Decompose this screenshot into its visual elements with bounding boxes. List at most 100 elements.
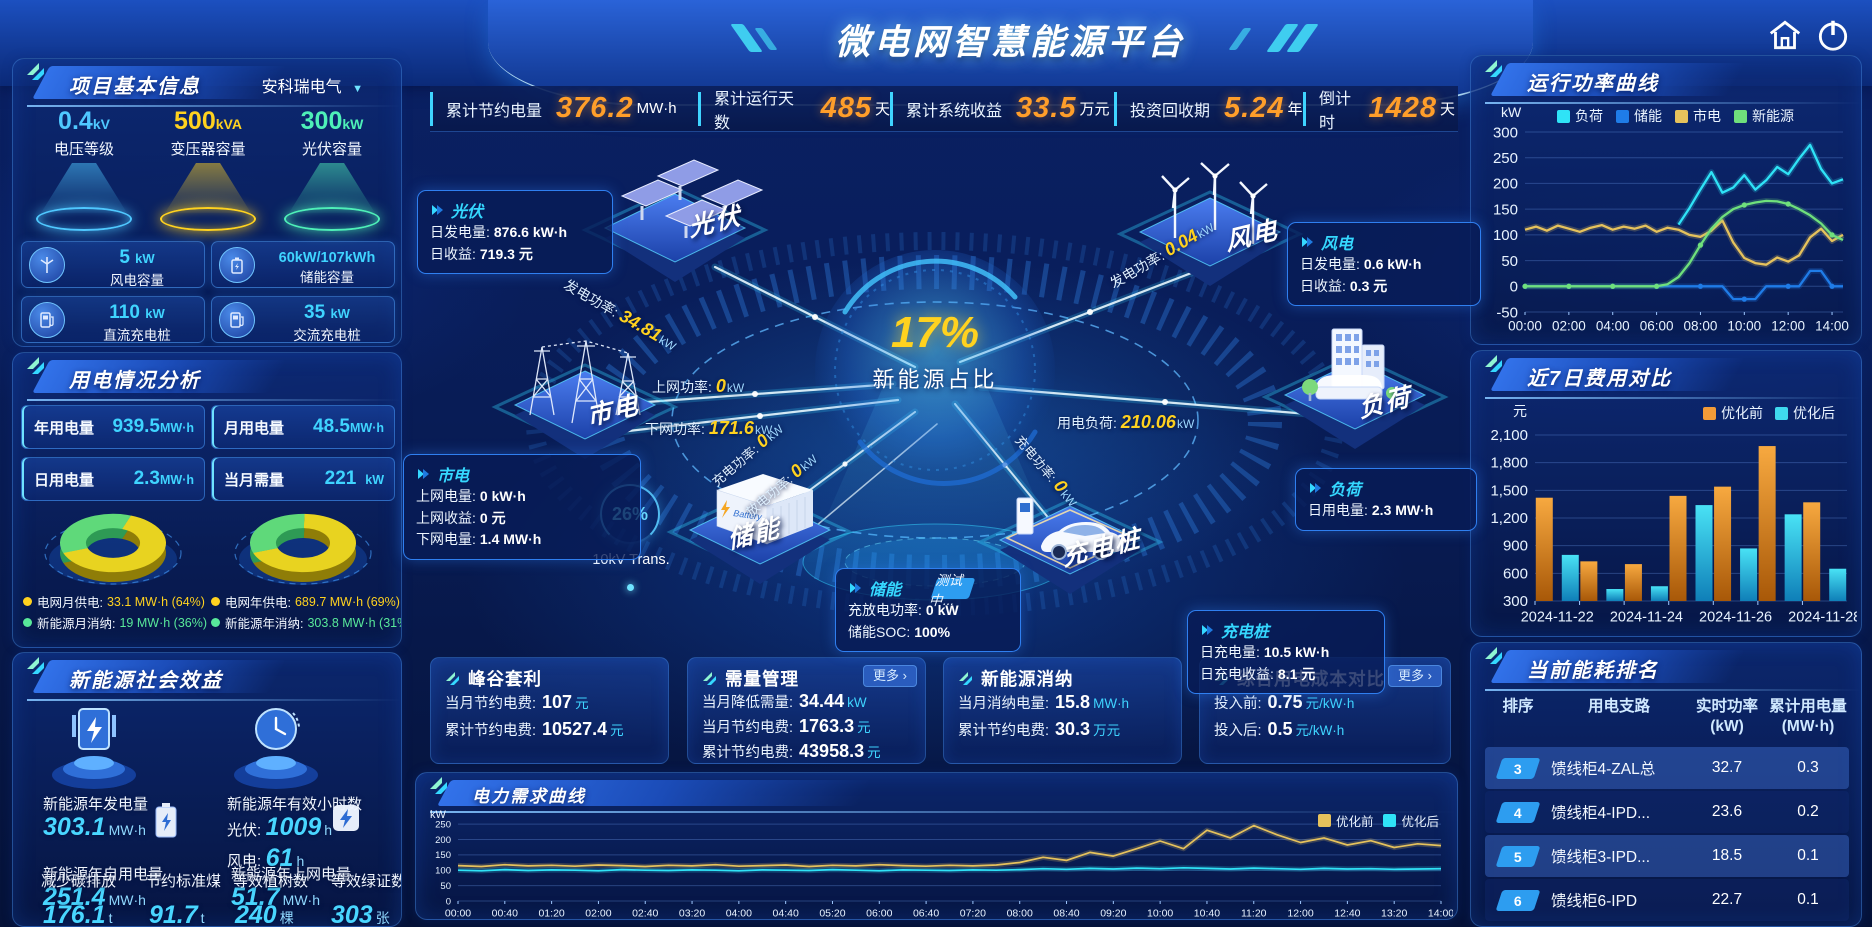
node-load[interactable]: 负荷 xyxy=(1260,317,1450,457)
card-dc-charger: 110 kW 直流充电桩 xyxy=(21,296,205,343)
legend-item[interactable]: 优化后 xyxy=(1383,811,1439,830)
svg-text:200: 200 xyxy=(1493,176,1518,193)
status-badge: 测试中... xyxy=(928,572,976,607)
stat-month-demand: 当月需量 221 kW xyxy=(211,457,395,501)
legend-swatch xyxy=(1775,406,1788,420)
tooltip-grid: 市电 上网电量: 0 kW·h 上网收益: 0 元 下网电量: 1.4 MW·h xyxy=(403,454,641,561)
svg-text:02:00: 02:00 xyxy=(585,908,611,920)
node-grid[interactable]: 市电 xyxy=(490,327,680,467)
panel-project-info: 项目基本信息 安科瑞电气 ▼ 0.4kV 电压等级 500kVA 变压器容量 3… xyxy=(12,58,402,347)
svg-text:00:00: 00:00 xyxy=(1508,319,1542,334)
table-row[interactable]: 4 馈线柜4-IPD... 23.6 0.2 xyxy=(1485,791,1849,833)
panel-energy-ranking-header: 当前能耗排名 xyxy=(1481,647,1861,691)
legend-item[interactable]: 储能 xyxy=(1616,106,1662,126)
svg-text:300: 300 xyxy=(1503,593,1528,610)
svg-text:06:00: 06:00 xyxy=(866,908,892,920)
table-row[interactable]: 5 馈线柜3-IPD... 18.5 0.1 xyxy=(1485,835,1849,877)
node-storage[interactable]: Battery 储能 xyxy=(665,452,855,592)
company-dropdown[interactable]: 安科瑞电气 ▼ xyxy=(261,79,363,96)
chevrons-icon xyxy=(432,205,443,215)
legend-item[interactable]: 新能源 xyxy=(1734,106,1794,126)
legend-item[interactable]: 优化前 xyxy=(1703,403,1763,423)
corner-arrow-icon xyxy=(703,671,716,685)
node-wind[interactable]: 风电 xyxy=(1115,154,1305,294)
svg-text:150: 150 xyxy=(435,850,451,861)
panel-cost-compare: 近7日费用对比 元 优化前 优化后 2,100 1,800 1,500 1,200 90… xyxy=(1470,350,1862,637)
power-icon[interactable] xyxy=(1814,16,1852,54)
hours-podium-icon xyxy=(234,708,318,789)
rank-badge: 5 xyxy=(1495,845,1541,867)
tooltip-wind: 风电 日发电量: 0.6 kW·h 日收益: 0.3 元 xyxy=(1287,222,1481,307)
legend-dot xyxy=(23,618,32,627)
ranking-table-header: 排序 用电支路 实时功率 (kW) 累计用电量 (MW·h) xyxy=(1502,698,1847,735)
panel-title: 项目基本信息 xyxy=(69,76,201,98)
chevron-down-icon: ▼ xyxy=(352,83,363,95)
more-button[interactable]: 更多 › xyxy=(863,665,917,687)
kpi-running-days: 累计运行天数 485 天 xyxy=(698,91,890,132)
svg-text:200: 200 xyxy=(435,835,451,846)
svg-text:02:40: 02:40 xyxy=(632,908,658,920)
stat-month-energy: 月用电量 48.5MW·h xyxy=(211,405,395,449)
more-button[interactable]: 更多 › xyxy=(1388,665,1442,687)
spotlight-transformer-capacity: 500kVA 变压器容量 xyxy=(147,107,269,231)
panel-renewable-benefits-header: 新能源社会效益 xyxy=(23,657,401,701)
svg-text:150: 150 xyxy=(1493,201,1518,218)
table-row[interactable]: 6 馈线柜6-IPD 22.7 0.1 xyxy=(1485,879,1849,921)
legend-item[interactable]: 优化后 xyxy=(1775,403,1835,423)
coal-label: 节约标准煤 xyxy=(146,873,222,890)
node-pv[interactable]: 光伏 xyxy=(580,150,770,290)
lightning-icon xyxy=(333,805,359,831)
svg-text:13:20: 13:20 xyxy=(1381,908,1407,920)
corner-arrow-icon xyxy=(1485,647,1502,664)
svg-text:14:00: 14:00 xyxy=(1428,908,1453,920)
donut-year-supply xyxy=(234,513,372,585)
renewable-share-label: 新能源占比 xyxy=(872,367,998,392)
home-icon[interactable] xyxy=(1766,16,1804,54)
legend-item[interactable]: 市电 xyxy=(1675,106,1721,126)
spotlight-pv-capacity: 300kW 光伏容量 xyxy=(271,107,393,231)
table-row[interactable]: 3 馈线柜4-ZAL总 32.7 0.3 xyxy=(1485,747,1849,789)
kpi-payback-period: 投资回收期 5.24 年 xyxy=(1114,91,1303,126)
legend-swatch xyxy=(1703,406,1716,420)
battery-icon xyxy=(155,803,177,838)
svg-text:2024-11-22: 2024-11-22 xyxy=(1521,610,1594,626)
hours-label: 新能源年有效小时数 xyxy=(227,796,363,813)
legend-item[interactable]: 负荷 xyxy=(1557,106,1603,126)
node-charger[interactable]: 充电桩 xyxy=(975,462,1165,602)
svg-text:1,200: 1,200 xyxy=(1490,510,1528,527)
svg-text:Battery: Battery xyxy=(733,508,763,522)
spotlight-voltage-level: 0.4kV 电压等级 xyxy=(23,107,145,231)
panel-title: 近7日费用对比 xyxy=(1527,368,1673,390)
svg-text:2024-11-26: 2024-11-26 xyxy=(1699,610,1772,626)
card-storage-capacity: 60kW/107kWh 储能容量 xyxy=(211,241,395,288)
panel-project-info-header: 项目基本信息 安科瑞电气 ▼ xyxy=(23,63,401,107)
legend-dot xyxy=(23,597,32,606)
svg-text:10:00: 10:00 xyxy=(1727,319,1761,334)
legend-swatch xyxy=(1557,109,1570,123)
demand-legend: 优化前 优化后 xyxy=(1317,811,1439,830)
svg-text:03:20: 03:20 xyxy=(679,908,705,920)
svg-text:2,100: 2,100 xyxy=(1490,427,1528,444)
svg-text:07:20: 07:20 xyxy=(960,908,986,920)
svg-text:11:20: 11:20 xyxy=(1241,908,1267,920)
pv-hours: 光伏: 1009 h xyxy=(227,813,333,841)
renewable-share-orb: 17% 新能源占比 xyxy=(815,250,1055,490)
legend-item[interactable]: 优化前 xyxy=(1317,811,1373,830)
svg-text:01:20: 01:20 xyxy=(538,908,564,920)
donut-month-supply xyxy=(44,513,182,585)
panel-demand-curve: 电力需求曲线 优化前 优化后 kW 250 200 150 100 50 0 00:00 00… xyxy=(415,772,1458,920)
gen-label: 新能源年发电量 xyxy=(43,796,149,813)
y-axis-unit: kW xyxy=(1501,104,1522,120)
trees-value: 240 棵 xyxy=(235,901,294,927)
panel-energy-ranking: 当前能耗排名 排序 用电支路 实时功率 (kW) 累计用电量 (MW·h) 3 馈线… xyxy=(1470,642,1862,927)
panel-cost-compare-header: 近7日费用对比 xyxy=(1481,355,1861,399)
kpi-total-income: 累计系统收益 33.5 万元 xyxy=(890,91,1114,126)
panel-title: 运行功率曲线 xyxy=(1527,73,1659,95)
corner-arrow-icon xyxy=(27,63,44,80)
panel-usage-analysis: 用电情况分析 年用电量 939.5MW·h 月用电量 48.5MW·h 日用电量 2.… xyxy=(12,352,402,648)
corner-arrow-icon xyxy=(446,671,459,685)
demand-curve-chart: 250 200 150 100 50 000:00 00:40 01:20 02:00 02:40… xyxy=(435,819,1453,920)
self-use-value: 251.4 MW·h xyxy=(43,883,146,911)
